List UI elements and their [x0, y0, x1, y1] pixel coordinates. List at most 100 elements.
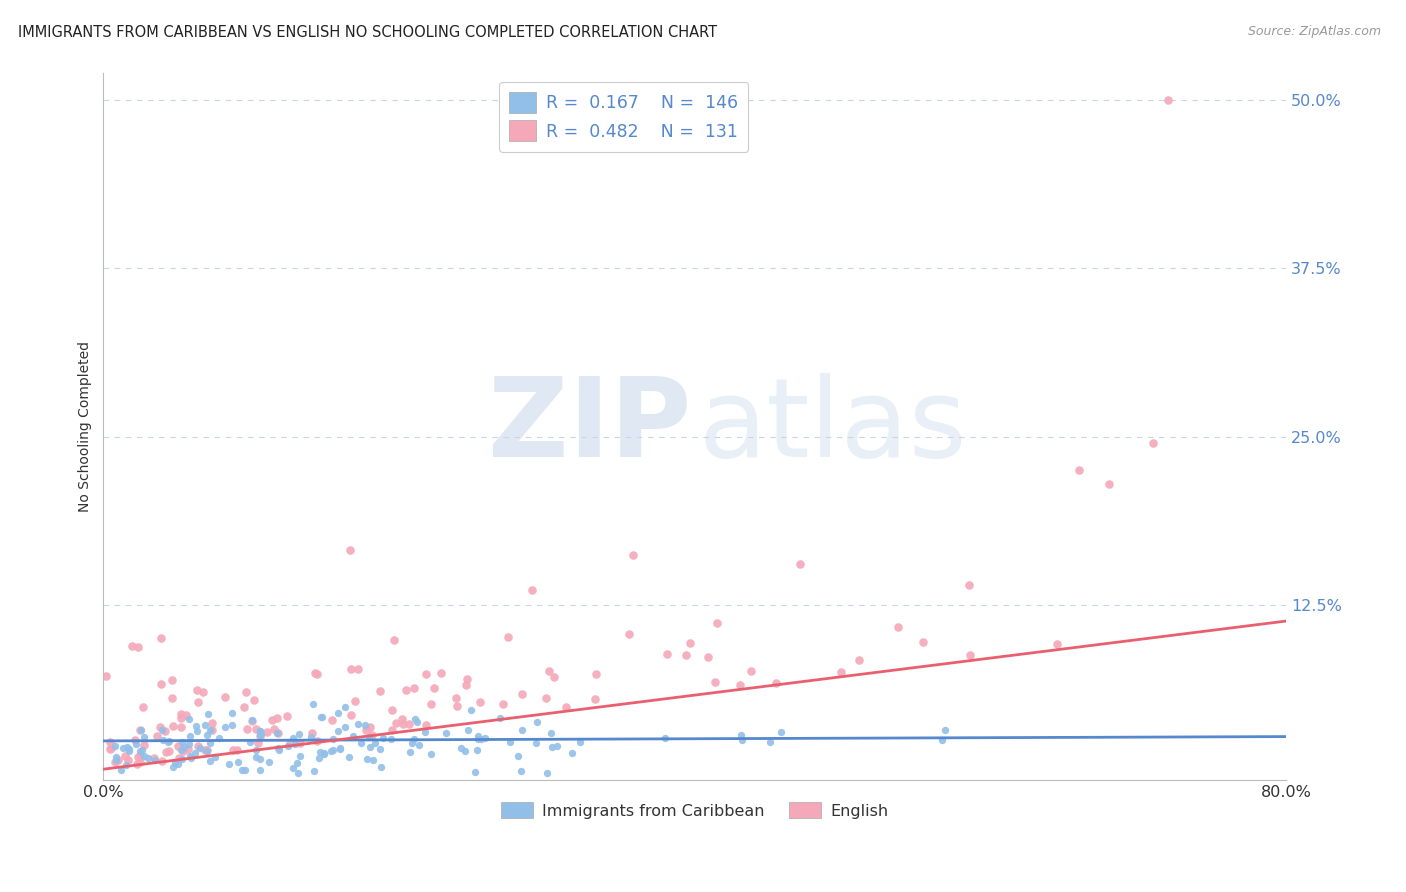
Point: [129, 744, 152, 758]
Point: [240, 714, 263, 728]
Point: [728, 678, 751, 692]
Point: [129, 723, 152, 737]
Point: [125, 738, 148, 752]
Point: [233, 700, 256, 714]
Point: [335, 720, 357, 734]
Point: [283, 731, 305, 746]
Point: [249, 724, 271, 739]
Point: [423, 681, 446, 696]
Point: [342, 729, 364, 743]
Point: [169, 706, 191, 721]
Point: [346, 717, 368, 731]
Point: [169, 743, 191, 757]
Point: [848, 653, 870, 667]
Point: [194, 718, 217, 732]
Point: [524, 736, 547, 750]
Point: [309, 709, 332, 723]
Point: [308, 751, 330, 765]
Point: [214, 720, 236, 734]
Point: [129, 748, 152, 763]
Point: [170, 711, 193, 725]
Point: [520, 583, 543, 598]
Point: [561, 746, 583, 760]
Point: [233, 764, 256, 778]
Point: [385, 715, 408, 730]
Point: [169, 720, 191, 734]
Point: [283, 761, 305, 775]
Point: [260, 713, 283, 727]
Point: [347, 662, 370, 676]
Point: [499, 735, 522, 749]
Point: [166, 739, 188, 753]
Point: [398, 717, 420, 731]
Point: [172, 752, 194, 766]
Point: [349, 736, 371, 750]
Point: [115, 757, 138, 772]
Point: [195, 729, 218, 743]
Point: [186, 724, 208, 739]
Point: [256, 725, 278, 739]
Point: [201, 723, 224, 738]
Point: [280, 736, 302, 750]
Point: [250, 727, 273, 741]
Point: [221, 706, 243, 721]
Text: IMMIGRANTS FROM CARIBBEAN VS ENGLISH NO SCHOOLING COMPLETED CORRELATION CHART: IMMIGRANTS FROM CARIBBEAN VS ENGLISH NO …: [18, 25, 717, 40]
Point: [299, 731, 322, 745]
Point: [222, 743, 245, 757]
Point: [321, 713, 343, 727]
Point: [235, 685, 257, 699]
Point: [305, 667, 328, 681]
Point: [103, 755, 125, 769]
Point: [284, 738, 307, 752]
Point: [456, 672, 478, 686]
Point: [198, 736, 221, 750]
Point: [621, 548, 644, 562]
Point: [356, 752, 378, 766]
Point: [195, 743, 218, 757]
Point: [617, 627, 640, 641]
Point: [454, 744, 477, 758]
Point: [368, 684, 391, 698]
Point: [277, 739, 299, 753]
Point: [159, 733, 181, 747]
Point: [335, 699, 357, 714]
Point: [329, 742, 352, 756]
Point: [98, 734, 121, 748]
Point: [420, 747, 443, 762]
Point: [107, 753, 129, 767]
Point: [134, 738, 156, 752]
Point: [307, 733, 329, 747]
Point: [1157, 93, 1180, 107]
Point: [326, 724, 349, 739]
Point: [152, 732, 174, 747]
Point: [339, 542, 361, 557]
Point: [194, 743, 217, 757]
Point: [125, 756, 148, 771]
Point: [380, 732, 402, 747]
Point: [177, 742, 200, 756]
Point: [830, 665, 852, 679]
Point: [94, 669, 117, 683]
Point: [174, 708, 197, 723]
Point: [236, 723, 259, 737]
Point: [402, 732, 425, 747]
Point: [98, 742, 121, 756]
Point: [460, 703, 482, 717]
Point: [401, 736, 423, 750]
Point: [111, 740, 134, 755]
Point: [162, 673, 184, 687]
Point: [434, 726, 457, 740]
Legend: Immigrants from Caribbean, English: Immigrants from Caribbean, English: [495, 796, 896, 825]
Point: [415, 718, 437, 732]
Point: [359, 730, 381, 744]
Point: [218, 756, 240, 771]
Point: [249, 724, 271, 739]
Point: [322, 731, 344, 746]
Point: [758, 735, 780, 749]
Point: [132, 730, 155, 744]
Point: [1067, 463, 1090, 477]
Point: [931, 732, 953, 747]
Point: [474, 731, 496, 745]
Point: [221, 718, 243, 732]
Point: [191, 685, 214, 699]
